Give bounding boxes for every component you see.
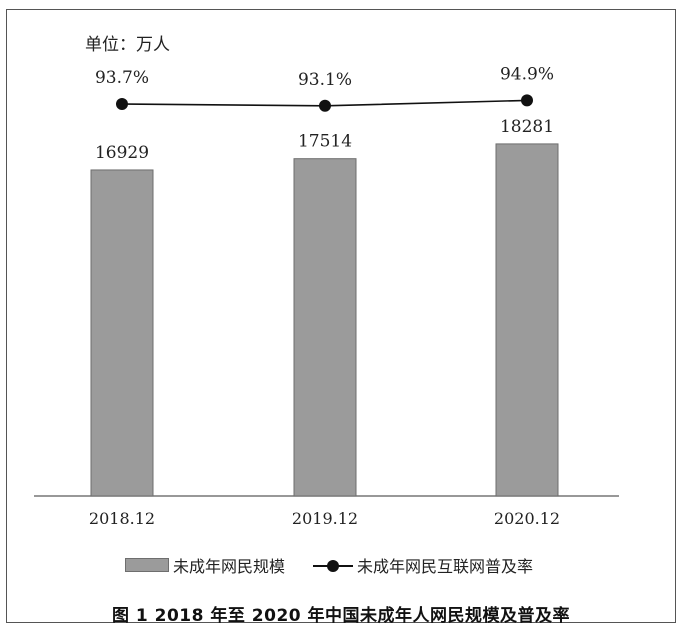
bar-value-label: 16929 bbox=[95, 143, 149, 163]
legend-line-label: 未成年网民互联网普及率 bbox=[357, 557, 534, 576]
x-tick-label: 2018.12 bbox=[89, 509, 155, 528]
unit-label: 单位：万人 bbox=[85, 35, 170, 55]
rate-value-label: 93.7% bbox=[95, 68, 149, 88]
chart-plot: 16929 2018.12 17514 2019.12 18281 2020.12 93.7… bbox=[34, 64, 619, 528]
x-tick-label: 2019.12 bbox=[292, 509, 358, 528]
bar-2018.12 bbox=[90, 169, 154, 497]
legend-line-marker bbox=[313, 558, 354, 572]
bar-value-label: 17514 bbox=[298, 132, 352, 152]
bar-2019.12 bbox=[293, 158, 357, 497]
figure-frame: 16929 2018.12 17514 2019.12 18281 2020.12 93.7… bbox=[6, 9, 676, 626]
bar-2020.12 bbox=[495, 143, 559, 497]
x-tick-label: 2020.12 bbox=[494, 509, 560, 528]
legend-bar-label: 未成年网民规模 bbox=[173, 557, 286, 576]
rate-point-2018.12 bbox=[116, 98, 128, 110]
legend-bar-swatch bbox=[125, 558, 169, 572]
legend: 未成年网民规模 未成年网民互联网普及率 bbox=[125, 553, 533, 577]
rate-point-2019.12 bbox=[319, 99, 331, 112]
rate-point-2020.12 bbox=[521, 94, 533, 107]
bar-value-label: 18281 bbox=[500, 117, 554, 137]
figure-caption: 图 1 2018 年至 2020 年中国未成年人网民规模及普及率 bbox=[111, 606, 571, 626]
rate-value-label: 93.1% bbox=[298, 70, 352, 90]
rate-value-label: 94.9% bbox=[500, 64, 554, 84]
